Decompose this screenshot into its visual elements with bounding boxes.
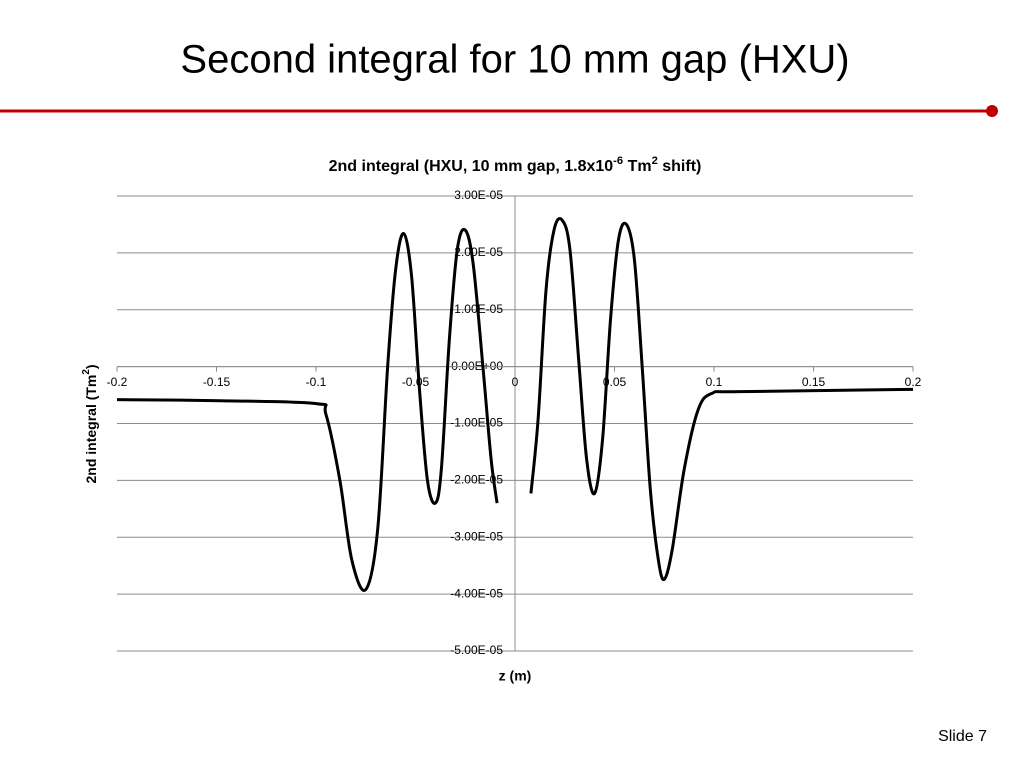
y-tick-label: 2.00E-05 [454, 245, 503, 259]
y-axis-label-part: ) [83, 364, 99, 369]
chart-title: 2nd integral (HXU, 10 mm gap, 1.8x10-6 T… [329, 155, 702, 175]
y-axis-label-sup: 2 [81, 369, 92, 375]
chart: 2nd integral (HXU, 10 mm gap, 1.8x10-6 T… [81, 155, 922, 684]
chart-title-sup: -6 [613, 155, 623, 167]
chart-title-sup: 2 [652, 155, 658, 167]
y-tick-label: 0.00E+00 [451, 359, 503, 373]
x-tick-label: 0.1 [706, 375, 723, 389]
y-axis-label-part: 2nd integral (Tm [83, 375, 99, 484]
chart-title-part: shift) [658, 158, 702, 175]
y-tick-label: -1.00E-05 [450, 416, 503, 430]
x-tick-label: 0.2 [905, 375, 922, 389]
data-line [116, 217, 914, 593]
slide-number: Slide 7 [938, 728, 987, 745]
slide-title: Second integral for 10 mm gap (HXU) [180, 38, 849, 82]
x-tick-label: -0.05 [402, 375, 430, 389]
y-axis-label: 2nd integral (Tm2) [81, 364, 99, 483]
y-tick-label: -3.00E-05 [450, 529, 503, 543]
x-tick-label: -0.15 [203, 375, 231, 389]
rule-dot [986, 105, 998, 117]
x-tick-label: 0.05 [603, 375, 627, 389]
x-axis-label: z (m) [499, 668, 532, 684]
x-tick-label: -0.2 [107, 375, 128, 389]
y-tick-label: -4.00E-05 [450, 586, 503, 600]
chart-title-part: Tm [623, 158, 651, 175]
x-tick-label: 0.15 [802, 375, 826, 389]
x-tick-label: -0.1 [306, 375, 327, 389]
y-tick-label: -5.00E-05 [450, 643, 503, 657]
y-tick-label: -2.00E-05 [450, 473, 503, 487]
x-tick-label: 0 [512, 375, 519, 389]
chart-title-part: 2nd integral (HXU, 10 mm gap, 1.8x10 [329, 158, 614, 175]
y-tick-label: 3.00E-05 [454, 188, 503, 202]
